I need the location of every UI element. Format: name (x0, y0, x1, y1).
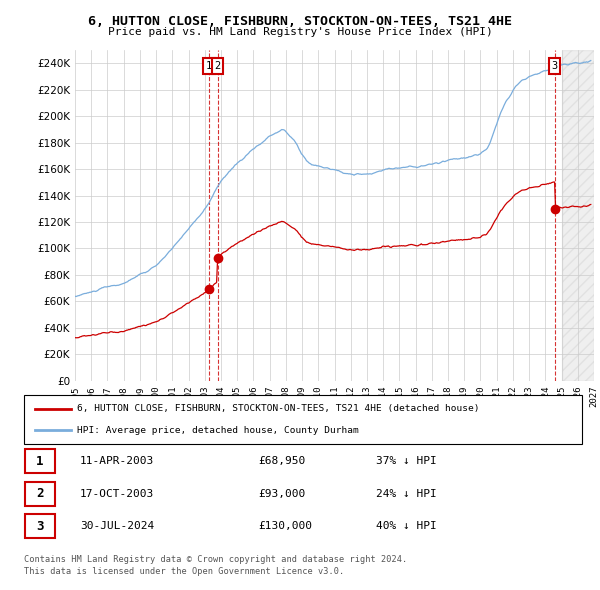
Text: 1: 1 (206, 61, 212, 71)
FancyBboxPatch shape (25, 450, 55, 473)
Bar (562, 50, 594, 381)
Text: 17-OCT-2003: 17-OCT-2003 (80, 489, 154, 499)
FancyBboxPatch shape (25, 514, 55, 538)
Text: £93,000: £93,000 (259, 489, 305, 499)
Text: 3: 3 (36, 520, 43, 533)
Text: 2: 2 (36, 487, 43, 500)
Text: 6, HUTTON CLOSE, FISHBURN, STOCKTON-ON-TEES, TS21 4HE (detached house): 6, HUTTON CLOSE, FISHBURN, STOCKTON-ON-T… (77, 404, 479, 414)
Text: 1: 1 (36, 455, 43, 468)
Text: 6, HUTTON CLOSE, FISHBURN, STOCKTON-ON-TEES, TS21 4HE: 6, HUTTON CLOSE, FISHBURN, STOCKTON-ON-T… (88, 15, 512, 28)
Text: Contains HM Land Registry data © Crown copyright and database right 2024.: Contains HM Land Registry data © Crown c… (24, 555, 407, 564)
Text: 24% ↓ HPI: 24% ↓ HPI (376, 489, 436, 499)
Text: 37% ↓ HPI: 37% ↓ HPI (376, 457, 436, 466)
Text: 2: 2 (214, 61, 221, 71)
Text: 40% ↓ HPI: 40% ↓ HPI (376, 522, 436, 531)
Text: 11-APR-2003: 11-APR-2003 (80, 457, 154, 466)
FancyBboxPatch shape (25, 482, 55, 506)
Text: £130,000: £130,000 (259, 522, 313, 531)
Text: Price paid vs. HM Land Registry's House Price Index (HPI): Price paid vs. HM Land Registry's House … (107, 27, 493, 37)
Text: 3: 3 (551, 61, 558, 71)
Text: This data is licensed under the Open Government Licence v3.0.: This data is licensed under the Open Gov… (24, 567, 344, 576)
Text: HPI: Average price, detached house, County Durham: HPI: Average price, detached house, Coun… (77, 425, 359, 435)
Text: £68,950: £68,950 (259, 457, 305, 466)
Text: 30-JUL-2024: 30-JUL-2024 (80, 522, 154, 531)
